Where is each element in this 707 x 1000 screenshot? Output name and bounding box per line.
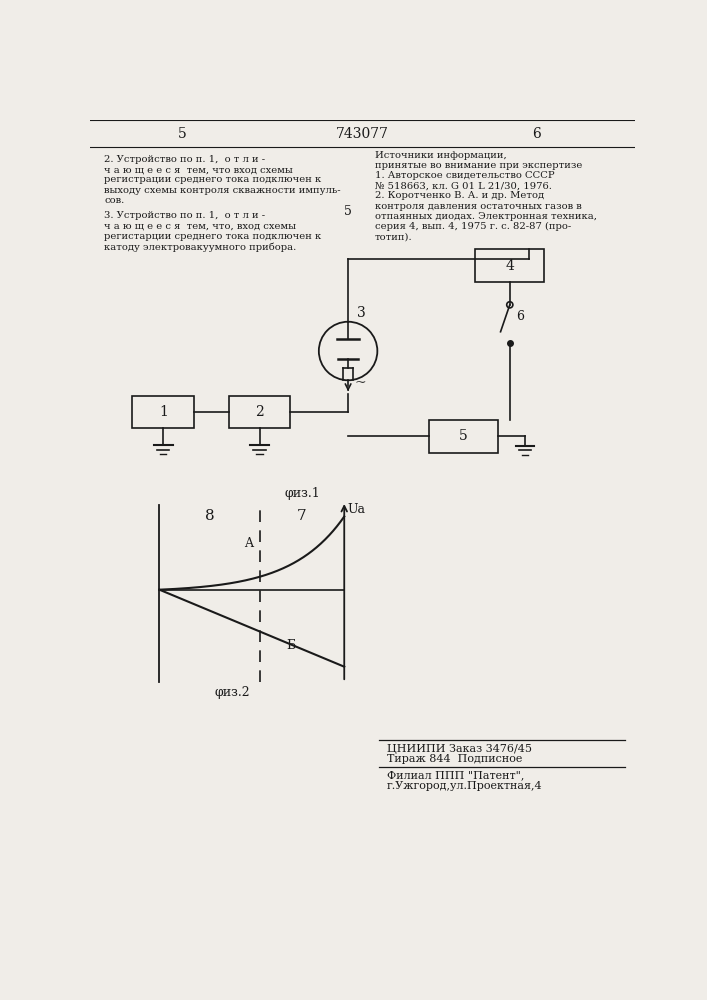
Bar <box>429 420 498 453</box>
Text: 2. Коротченко В. А. и др. Метод: 2. Коротченко В. А. и др. Метод <box>375 191 544 200</box>
Text: принятые во внимание при экспертизе: принятые во внимание при экспертизе <box>375 161 583 170</box>
Text: серия 4, вып. 4, 1975 г. с. 82-87 (про-: серия 4, вып. 4, 1975 г. с. 82-87 (про- <box>375 222 571 231</box>
Bar <box>475 249 544 282</box>
Text: контроля давления остаточных газов в: контроля давления остаточных газов в <box>375 202 582 211</box>
Text: № 518663, кл. G 01 L 21/30, 1976.: № 518663, кл. G 01 L 21/30, 1976. <box>375 181 552 190</box>
Text: регистарции среднего тока подключен к: регистарции среднего тока подключен к <box>104 232 321 241</box>
Text: сов.: сов. <box>104 196 124 205</box>
Text: регистрации среднего тока подключен к: регистрации среднего тока подключен к <box>104 175 321 184</box>
Text: 4: 4 <box>506 259 514 273</box>
Text: 6: 6 <box>516 310 524 323</box>
Text: 3. Устройство по п. 1,  о т л и -: 3. Устройство по п. 1, о т л и - <box>104 211 265 220</box>
Text: Тираж 844  Подписное: Тираж 844 Подписное <box>387 754 522 764</box>
Text: Б: Б <box>286 639 296 652</box>
Text: ЦНИИПИ Заказ 3476/45: ЦНИИПИ Заказ 3476/45 <box>387 744 532 754</box>
Text: 5: 5 <box>344 205 352 218</box>
Text: 5: 5 <box>460 429 468 443</box>
Text: 2: 2 <box>255 405 264 419</box>
Text: φиз.2: φиз.2 <box>215 686 250 699</box>
Text: 7: 7 <box>297 509 307 523</box>
Text: выходу схемы контроля скважности импуль-: выходу схемы контроля скважности импуль- <box>104 186 341 195</box>
Text: ч а ю щ е е с я  тем, что, вход схемы: ч а ю щ е е с я тем, что, вход схемы <box>104 221 296 230</box>
Text: 5: 5 <box>178 127 187 141</box>
Text: г.Ужгород,ул.Проектная,4: г.Ужгород,ул.Проектная,4 <box>387 781 542 791</box>
Text: Ua: Ua <box>347 503 366 516</box>
Bar <box>229 396 291 428</box>
Text: Филиал ППП "Патент",: Филиал ППП "Патент", <box>387 771 524 781</box>
Bar <box>132 396 194 428</box>
Text: 6: 6 <box>532 127 541 141</box>
Text: ~: ~ <box>354 376 366 390</box>
Text: 2. Устройство по п. 1,  о т л и -: 2. Устройство по п. 1, о т л и - <box>104 155 265 164</box>
Text: 1. Авторское свидетельство СССР: 1. Авторское свидетельство СССР <box>375 171 555 180</box>
Text: Источники информации,: Источники информации, <box>375 151 507 160</box>
Text: катоду электровакуумного прибора.: катоду электровакуумного прибора. <box>104 242 296 252</box>
Text: 8: 8 <box>205 509 214 523</box>
Text: отпаянных диодах. Электронная техника,: отпаянных диодах. Электронная техника, <box>375 212 597 221</box>
Text: 743077: 743077 <box>335 127 388 141</box>
Text: тотип).: тотип). <box>375 232 413 241</box>
Text: 3: 3 <box>357 306 366 320</box>
Text: A: A <box>244 537 253 550</box>
Text: 1: 1 <box>159 405 168 419</box>
Text: ч а ю щ е е с я  тем, что вход схемы: ч а ю щ е е с я тем, что вход схемы <box>104 165 293 174</box>
Text: φиз.1: φиз.1 <box>284 487 320 500</box>
